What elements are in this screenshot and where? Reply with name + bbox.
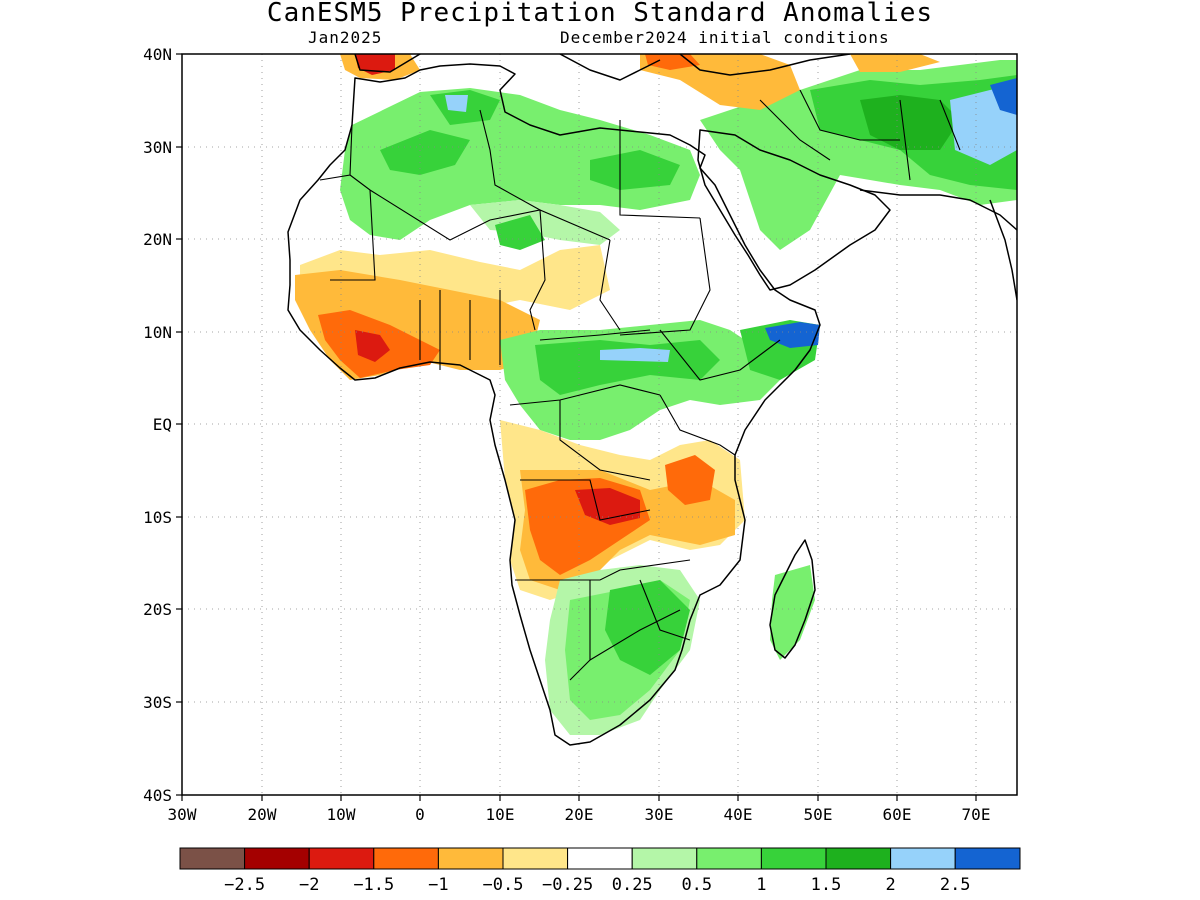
lon-label: 20E xyxy=(565,805,594,824)
colorbar-swatch xyxy=(179,847,246,870)
lat-label: 10S xyxy=(143,508,172,527)
colorbar-swatch xyxy=(373,847,439,870)
colorbar: −2.5 −2 −1.5 −1 −0.5 −0.25 0.25 0.5 1 1.… xyxy=(179,847,1021,895)
colorbar-swatch xyxy=(890,847,956,870)
colorbar-swatch xyxy=(696,847,762,870)
colorbar-label: −2 xyxy=(299,875,319,895)
iran-coastline xyxy=(859,189,1017,231)
fill-sahara-green2 xyxy=(380,130,470,175)
lat-label: 40S xyxy=(143,786,172,805)
lon-label: 60E xyxy=(883,805,912,824)
fill-sahara-green xyxy=(340,88,700,240)
india-coastline xyxy=(989,199,1017,301)
colorbar-label: 0.25 xyxy=(612,875,653,895)
initial-conditions: December2024 initial conditions xyxy=(560,28,890,47)
lat-label: 30S xyxy=(143,693,172,712)
colorbar-swatch xyxy=(308,847,375,870)
fill-caspian-orange xyxy=(850,54,940,72)
forecast-month: Jan2025 xyxy=(308,28,383,47)
colorbar-label: −0.5 xyxy=(483,875,524,895)
fill-atlas-lightblue xyxy=(445,95,468,112)
fill-westafrica-red xyxy=(355,330,390,362)
colorbar-swatch xyxy=(954,847,1021,870)
colorbar-label: 1.5 xyxy=(811,875,842,895)
madagascar-coastline xyxy=(769,539,816,659)
lon-label: 0 xyxy=(415,805,425,824)
lat-label: 20N xyxy=(143,230,172,249)
lon-label: 10E xyxy=(486,805,515,824)
colorbar-label: −2.5 xyxy=(224,875,265,895)
colorbar-swatch xyxy=(631,847,698,870)
colorbar-label: 2 xyxy=(885,875,895,895)
lon-labels: 30W 20W 10W 0 10E 20E 30E 40E 50E 60E 70… xyxy=(168,805,991,824)
colorbar-label: 2.5 xyxy=(940,875,971,895)
fill-libya-green xyxy=(590,150,680,190)
fill-south-darkgreen xyxy=(605,580,690,675)
lon-label: 30E xyxy=(645,805,674,824)
fill-central-lightblue xyxy=(600,348,670,362)
lon-label: 40E xyxy=(724,805,753,824)
fill-tanzania-deeporange xyxy=(665,455,715,505)
lat-label: EQ xyxy=(153,415,172,434)
lat-label: 30N xyxy=(143,138,172,157)
europe-coastline xyxy=(354,54,851,81)
colorbar-label: −1 xyxy=(428,875,448,895)
lat-label: 40N xyxy=(143,45,172,64)
colorbar-swatch xyxy=(437,847,504,870)
tick-marks xyxy=(176,53,977,801)
colorbar-swatch xyxy=(567,847,633,870)
lon-label: 50E xyxy=(804,805,833,824)
lat-label: 20S xyxy=(143,600,172,619)
country-borders xyxy=(319,89,961,681)
lon-label: 30W xyxy=(168,805,197,824)
anomaly-fills xyxy=(295,54,1017,735)
lat-label: 10N xyxy=(143,323,172,342)
coastlines xyxy=(287,54,1017,746)
colorbar-swatch xyxy=(502,847,569,870)
colorbar-label: 0.5 xyxy=(681,875,712,895)
lon-label: 20W xyxy=(248,805,277,824)
colorbar-label: −0.25 xyxy=(542,875,593,895)
lat-labels: 40N 30N 20N 10N EQ 10S 20S 30S 40S xyxy=(143,45,172,805)
arabia-coastline xyxy=(697,129,891,291)
colorbar-label: 1 xyxy=(756,875,766,895)
fill-niger-green xyxy=(495,215,545,250)
colorbar-swatch xyxy=(760,847,827,870)
fill-sahara-lightgreen xyxy=(470,200,620,245)
lon-label: 70E xyxy=(962,805,991,824)
africa-coastline xyxy=(287,63,821,746)
colorbar-label: −1.5 xyxy=(353,875,394,895)
lon-label: 10W xyxy=(327,805,356,824)
fill-central-darkgreen xyxy=(535,340,720,395)
map-title: CanESM5 Precipitation Standard Anomalies xyxy=(266,0,934,28)
fill-pakistan-blue xyxy=(990,78,1017,115)
colorbar-swatch xyxy=(825,847,892,870)
fill-madagascar-green xyxy=(770,565,815,660)
colorbar-swatch xyxy=(244,847,310,870)
fill-afghan-darkgreen xyxy=(860,95,960,150)
